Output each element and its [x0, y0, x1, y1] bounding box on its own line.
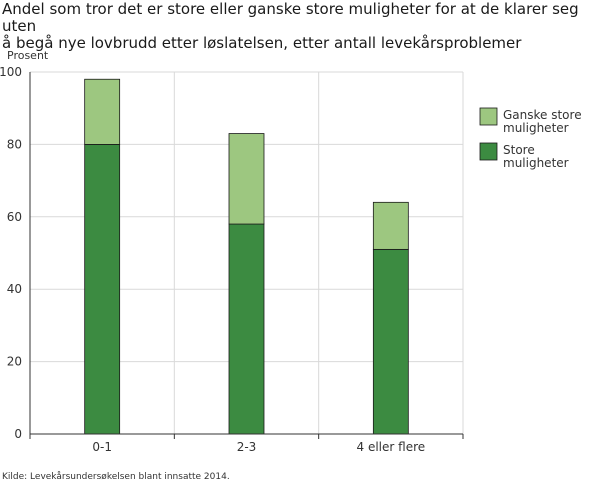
- legend-label: Store: [503, 143, 535, 157]
- y-tick-label: 0: [14, 427, 22, 441]
- source-note: Kilde: Levekårsundersøkelsen blant innsa…: [2, 472, 230, 482]
- legend-label: muligheter: [503, 156, 569, 170]
- axes: 0 20 40 60 80 100 0-1 2-3 4 eller flere: [0, 65, 464, 454]
- x-tick-label: 4 eller flere: [357, 440, 426, 454]
- legend-label: muligheter: [503, 121, 569, 135]
- legend-swatch: [479, 142, 498, 161]
- bar-store-0: [84, 143, 121, 435]
- y-tick-label: 40: [7, 282, 22, 296]
- y-tick-label: 100: [0, 65, 22, 79]
- chart-title-line-1: Andel som tror det er store eller ganske…: [2, 0, 579, 35]
- bar-store-2: [372, 248, 409, 435]
- y-tick-label: 60: [7, 210, 22, 224]
- x-tick-label: 0-1: [92, 440, 112, 454]
- x-tick-label: 2-3: [237, 440, 257, 454]
- y-tick-label: 80: [7, 137, 22, 151]
- y-axis-label: Prosent: [7, 49, 49, 62]
- legend-swatch: [479, 107, 498, 126]
- bar-store-1: [228, 223, 265, 435]
- bar-ganske-store-2: [372, 201, 409, 250]
- bar-ganske-store-0: [84, 78, 121, 145]
- legend-label: Ganske store: [503, 108, 582, 122]
- chart-title: Andel som tror det er store eller ganske…: [2, 1, 608, 52]
- bar-ganske-store-1: [228, 133, 265, 225]
- bars: [84, 78, 409, 435]
- y-tick-label: 20: [7, 355, 22, 369]
- chart-title-line-2: å begå nye lovbrudd etter løslatelsen, e…: [2, 34, 522, 52]
